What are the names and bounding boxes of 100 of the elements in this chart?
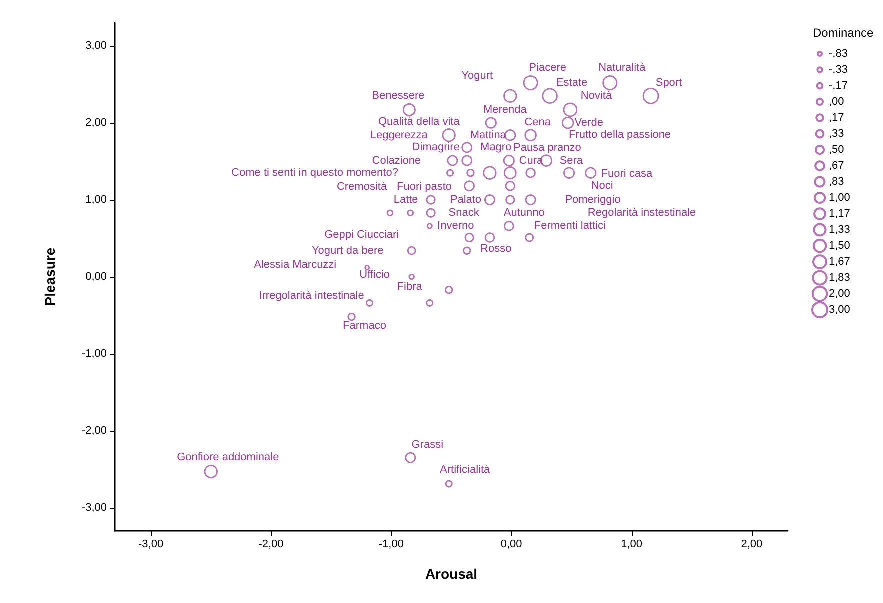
point bbox=[408, 274, 415, 280]
y-tick-label: 1,00 bbox=[86, 194, 107, 206]
point bbox=[642, 88, 660, 104]
point bbox=[348, 312, 356, 322]
annotation: Come ti senti in questo momento? bbox=[232, 167, 398, 179]
annotation: Colazione bbox=[372, 154, 422, 167]
point bbox=[464, 232, 474, 243]
annotation: Novità bbox=[580, 90, 613, 102]
point bbox=[563, 167, 576, 179]
y-tick-label: 3,00 bbox=[86, 40, 107, 52]
point bbox=[366, 299, 374, 307]
annotation: Palato bbox=[450, 194, 482, 206]
point bbox=[463, 246, 472, 255]
x-tick-label: 1,00 bbox=[621, 538, 642, 550]
point bbox=[426, 223, 433, 230]
annotation: Cena bbox=[524, 116, 552, 128]
annotation: Latte bbox=[394, 194, 418, 206]
annotation: Ufficio bbox=[360, 269, 390, 281]
y-tick-label: 2,00 bbox=[86, 117, 107, 130]
x-axis-title: Arousal bbox=[425, 566, 478, 582]
point bbox=[402, 103, 416, 116]
annotation: Gonfiore addominale bbox=[177, 452, 280, 464]
point bbox=[505, 181, 516, 192]
y-axis-title: Pleasure bbox=[42, 248, 58, 306]
point bbox=[445, 480, 453, 488]
annotation: Magro bbox=[480, 142, 512, 154]
annotation: Verde bbox=[574, 117, 604, 130]
legend-label: ,67 bbox=[829, 160, 844, 172]
annotation: Regolarità instestinale bbox=[588, 207, 696, 219]
point bbox=[386, 210, 394, 216]
point bbox=[426, 208, 436, 218]
legend-label: 1,33 bbox=[829, 224, 850, 236]
annotation: Leggerezza bbox=[370, 129, 429, 142]
annotation: Fibra bbox=[397, 281, 424, 293]
point bbox=[602, 76, 618, 91]
annotation: Fermenti lattici bbox=[534, 220, 606, 232]
annotation: Snack bbox=[448, 207, 480, 220]
annotation: Fuori pasto bbox=[397, 181, 452, 194]
annotation: Fuori casa bbox=[601, 168, 654, 180]
point bbox=[525, 233, 534, 242]
y-tick-label: -2,00 bbox=[82, 424, 107, 437]
x-tick-label: -2,00 bbox=[258, 538, 284, 550]
legend-label: -,83 bbox=[829, 48, 848, 60]
annotation: Geppi Ciucciari bbox=[324, 229, 400, 242]
annotation: Frutto della passione bbox=[568, 129, 672, 141]
legend-label: 1,67 bbox=[829, 256, 850, 268]
point bbox=[464, 180, 475, 192]
annotation: Qualità della vita bbox=[378, 116, 461, 128]
annotation: Inverno bbox=[438, 220, 474, 232]
x-tick-label: 0,00 bbox=[500, 538, 522, 550]
annotation: Rosso bbox=[480, 242, 512, 255]
legend-label: -,17 bbox=[829, 80, 848, 92]
point bbox=[442, 128, 456, 142]
annotation: Pomeriggio bbox=[565, 194, 621, 206]
point bbox=[407, 210, 414, 216]
legend-label: ,50 bbox=[829, 144, 844, 156]
point bbox=[563, 102, 578, 118]
point bbox=[504, 166, 517, 180]
annotation: Sport bbox=[656, 77, 682, 90]
point bbox=[407, 246, 416, 256]
point bbox=[204, 464, 218, 479]
annotation: Grassi bbox=[412, 438, 444, 451]
legend-label: -,33 bbox=[829, 64, 848, 76]
annotation: Artificialità bbox=[440, 464, 492, 476]
legend-label: ,17 bbox=[829, 112, 844, 124]
point bbox=[503, 154, 515, 167]
point bbox=[524, 129, 537, 142]
point bbox=[506, 195, 516, 205]
point bbox=[585, 167, 597, 179]
point bbox=[542, 88, 558, 104]
annotation: Naturalità bbox=[598, 62, 647, 74]
legend-label: ,33 bbox=[829, 128, 844, 140]
point bbox=[484, 232, 496, 243]
annotation: Farmaco bbox=[343, 320, 386, 332]
annotation: Cremosità bbox=[336, 181, 388, 193]
legend-label: 3,00 bbox=[829, 304, 850, 316]
point bbox=[426, 195, 436, 205]
point bbox=[364, 265, 370, 270]
point bbox=[504, 221, 514, 232]
point bbox=[462, 142, 473, 154]
annotation: Estate bbox=[556, 77, 588, 90]
point bbox=[447, 155, 458, 166]
point bbox=[426, 299, 434, 307]
annotation: Benessere bbox=[372, 90, 425, 102]
x-tick-label: 2,00 bbox=[741, 538, 763, 550]
point bbox=[445, 286, 454, 294]
annotation: Sera bbox=[560, 154, 584, 167]
legend-label: 1,83 bbox=[829, 272, 850, 284]
annotation: Autunno bbox=[504, 207, 545, 220]
y-tick-label: 0,00 bbox=[86, 271, 107, 283]
point bbox=[405, 452, 416, 464]
point bbox=[466, 169, 475, 178]
annotation: Yogurt bbox=[462, 70, 494, 82]
annotation: Yogurt da bere bbox=[312, 244, 384, 257]
x-tick-label: -1,00 bbox=[378, 538, 404, 550]
point bbox=[504, 89, 518, 103]
annotation: Noci bbox=[591, 180, 614, 192]
point bbox=[462, 155, 473, 166]
point bbox=[446, 169, 454, 177]
y-tick-label: -1,00 bbox=[82, 348, 107, 360]
